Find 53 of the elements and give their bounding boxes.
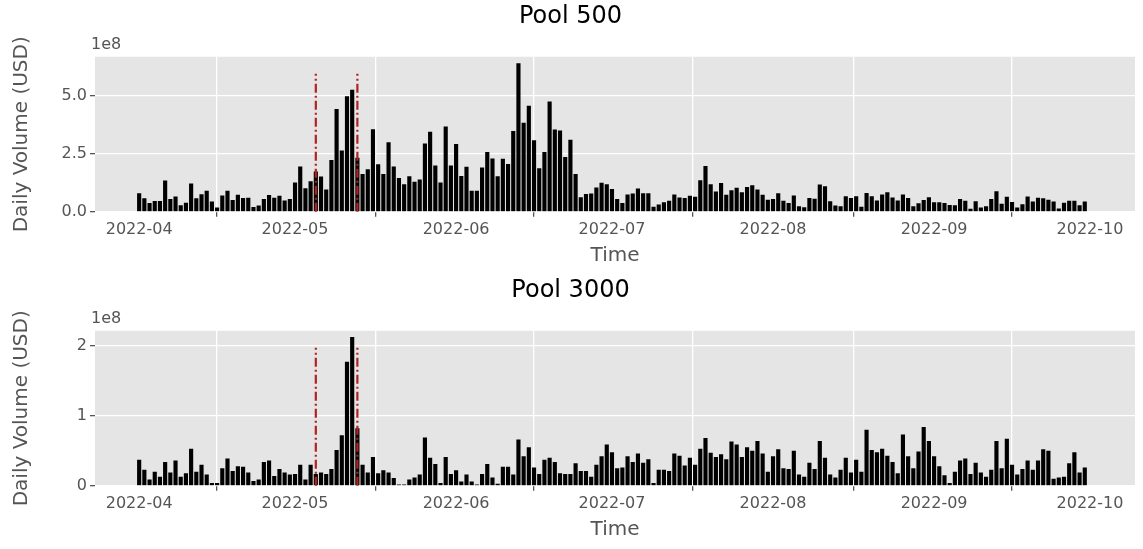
x-tick-label: 2022-05 <box>261 218 329 238</box>
x-axis-title: Time <box>589 242 640 267</box>
text: 1e8 <box>91 307 122 327</box>
bar <box>266 460 272 486</box>
bar <box>318 176 324 212</box>
x-tick-label: 2022-07 <box>578 492 646 512</box>
y-axis-title: Daily Volume (USD) <box>8 36 33 233</box>
bar <box>370 457 376 486</box>
bar <box>370 129 376 212</box>
bar <box>874 452 880 486</box>
bar <box>137 459 142 486</box>
bar <box>848 198 854 212</box>
bar <box>318 472 324 486</box>
bar <box>900 434 906 486</box>
x-tick-label: 2022-06 <box>422 218 490 238</box>
bar <box>137 193 142 212</box>
bar <box>635 188 641 212</box>
x-tick-label: 2022-09 <box>900 218 968 238</box>
y-tick-label: 0.0 <box>61 200 87 220</box>
x-tick-label: 2022-05 <box>261 492 329 512</box>
x-tick-label: 2022-06 <box>422 492 490 512</box>
x-tick-label: 2022-08 <box>739 218 807 238</box>
x-tick-label: 2022-09 <box>900 492 968 512</box>
chart-title: Pool 3000 <box>511 274 630 303</box>
bar <box>266 195 272 212</box>
chart-title: Pool 500 <box>518 0 623 29</box>
bar <box>583 471 589 486</box>
bar <box>744 186 750 212</box>
x-tick-label: 2022-10 <box>1056 492 1124 512</box>
x-axis-title: Time <box>589 516 640 541</box>
bar <box>635 453 641 486</box>
x-tick-label: 2022-07 <box>578 218 646 238</box>
bar <box>744 447 750 486</box>
bar <box>557 130 563 212</box>
y-axis-title: Daily Volume (USD) <box>8 310 33 507</box>
bar <box>1082 201 1087 212</box>
bar <box>1035 197 1041 212</box>
y-tick-label: 1 <box>76 404 87 424</box>
bar <box>822 186 828 212</box>
x-tick-label: 2022-10 <box>1056 218 1124 238</box>
bar <box>583 193 589 212</box>
text: 1e8 <box>91 33 122 53</box>
bar <box>1082 467 1087 486</box>
x-tick-label: 2022-04 <box>105 218 173 238</box>
bar <box>900 194 906 212</box>
x-tick-label: 2022-04 <box>105 492 173 512</box>
y-tick-label: 2.5 <box>61 142 87 162</box>
x-tick-label: 2022-08 <box>739 492 807 512</box>
bar <box>1061 202 1067 212</box>
y-tick-label: 2 <box>76 334 87 354</box>
y-tick-label: 0 <box>76 474 87 494</box>
y-tick-label: 5.0 <box>61 84 87 104</box>
bar <box>505 466 511 486</box>
